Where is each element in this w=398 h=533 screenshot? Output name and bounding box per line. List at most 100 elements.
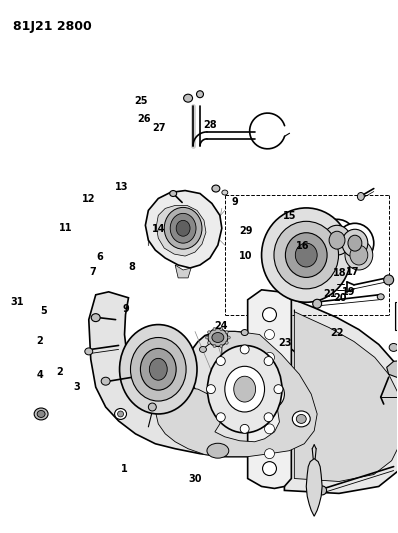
Ellipse shape [170,213,196,243]
Text: 21: 21 [324,289,337,299]
Ellipse shape [197,91,203,98]
Text: 28: 28 [203,119,217,130]
Text: 5: 5 [41,306,47,317]
Ellipse shape [389,343,398,351]
Text: 9: 9 [231,197,238,207]
Text: 20: 20 [334,293,347,303]
Text: 4: 4 [37,370,43,380]
Polygon shape [295,310,398,481]
Ellipse shape [85,348,93,355]
Ellipse shape [212,333,224,343]
Ellipse shape [345,240,373,270]
Polygon shape [306,459,322,516]
Ellipse shape [170,190,177,197]
Ellipse shape [265,352,275,362]
Text: 13: 13 [115,182,129,192]
Ellipse shape [183,94,193,102]
Ellipse shape [101,377,110,385]
Ellipse shape [207,341,211,344]
Text: 3: 3 [73,382,80,392]
Text: 8: 8 [129,262,135,271]
Text: 16: 16 [296,241,309,252]
Text: 9: 9 [123,304,129,314]
Ellipse shape [225,341,228,344]
Ellipse shape [37,410,45,417]
Ellipse shape [213,327,216,330]
Ellipse shape [285,233,327,277]
Text: 27: 27 [152,123,166,133]
Ellipse shape [318,486,327,495]
Text: 6: 6 [96,252,103,262]
Ellipse shape [348,235,362,251]
Ellipse shape [225,366,265,412]
Ellipse shape [207,443,229,458]
Text: 23: 23 [279,338,292,348]
Ellipse shape [220,327,223,330]
Text: 2: 2 [57,367,63,377]
Ellipse shape [115,408,127,419]
Text: 15: 15 [283,211,297,221]
Ellipse shape [119,325,197,414]
Ellipse shape [329,231,345,249]
Ellipse shape [240,424,249,433]
Polygon shape [155,332,317,457]
Polygon shape [387,359,398,377]
Ellipse shape [222,190,228,195]
Ellipse shape [377,294,384,300]
Ellipse shape [264,357,273,366]
Ellipse shape [140,349,176,390]
Ellipse shape [207,331,211,334]
Polygon shape [145,190,222,268]
Text: 81J21 2800: 81J21 2800 [13,20,92,33]
Ellipse shape [213,344,216,348]
Ellipse shape [263,308,277,321]
Polygon shape [89,292,327,457]
Ellipse shape [164,207,202,249]
Text: 30: 30 [188,474,202,484]
Ellipse shape [384,275,394,285]
Ellipse shape [264,413,273,422]
Polygon shape [285,298,398,494]
Ellipse shape [274,385,283,393]
Text: 31: 31 [10,297,24,308]
Text: 29: 29 [239,225,252,236]
Polygon shape [248,290,291,488]
Ellipse shape [255,379,285,409]
Text: 14: 14 [152,224,166,235]
Text: 19: 19 [341,287,355,297]
Ellipse shape [274,221,339,289]
Ellipse shape [317,220,357,261]
Text: 25: 25 [134,96,147,107]
Ellipse shape [217,413,225,422]
Polygon shape [175,265,191,278]
Text: 2: 2 [37,336,43,345]
Polygon shape [156,205,206,256]
Ellipse shape [265,424,275,434]
Text: 10: 10 [239,251,252,261]
Ellipse shape [295,243,317,267]
Ellipse shape [240,345,249,354]
Ellipse shape [313,299,322,308]
Ellipse shape [293,411,310,427]
Ellipse shape [131,337,186,401]
Ellipse shape [265,449,275,459]
Ellipse shape [342,229,368,257]
Text: 17: 17 [346,267,360,277]
Ellipse shape [225,331,228,334]
Ellipse shape [207,385,215,393]
Text: 22: 22 [331,328,344,338]
Ellipse shape [205,336,209,339]
Ellipse shape [212,185,220,192]
Text: 18: 18 [332,268,346,278]
Ellipse shape [199,346,207,352]
Ellipse shape [91,313,100,321]
Ellipse shape [261,208,351,302]
Text: 11: 11 [59,223,72,233]
Text: 12: 12 [82,194,96,204]
Ellipse shape [207,345,282,433]
Ellipse shape [336,223,374,263]
Ellipse shape [117,411,123,417]
Ellipse shape [217,357,225,366]
Ellipse shape [208,328,228,346]
Ellipse shape [263,462,277,475]
